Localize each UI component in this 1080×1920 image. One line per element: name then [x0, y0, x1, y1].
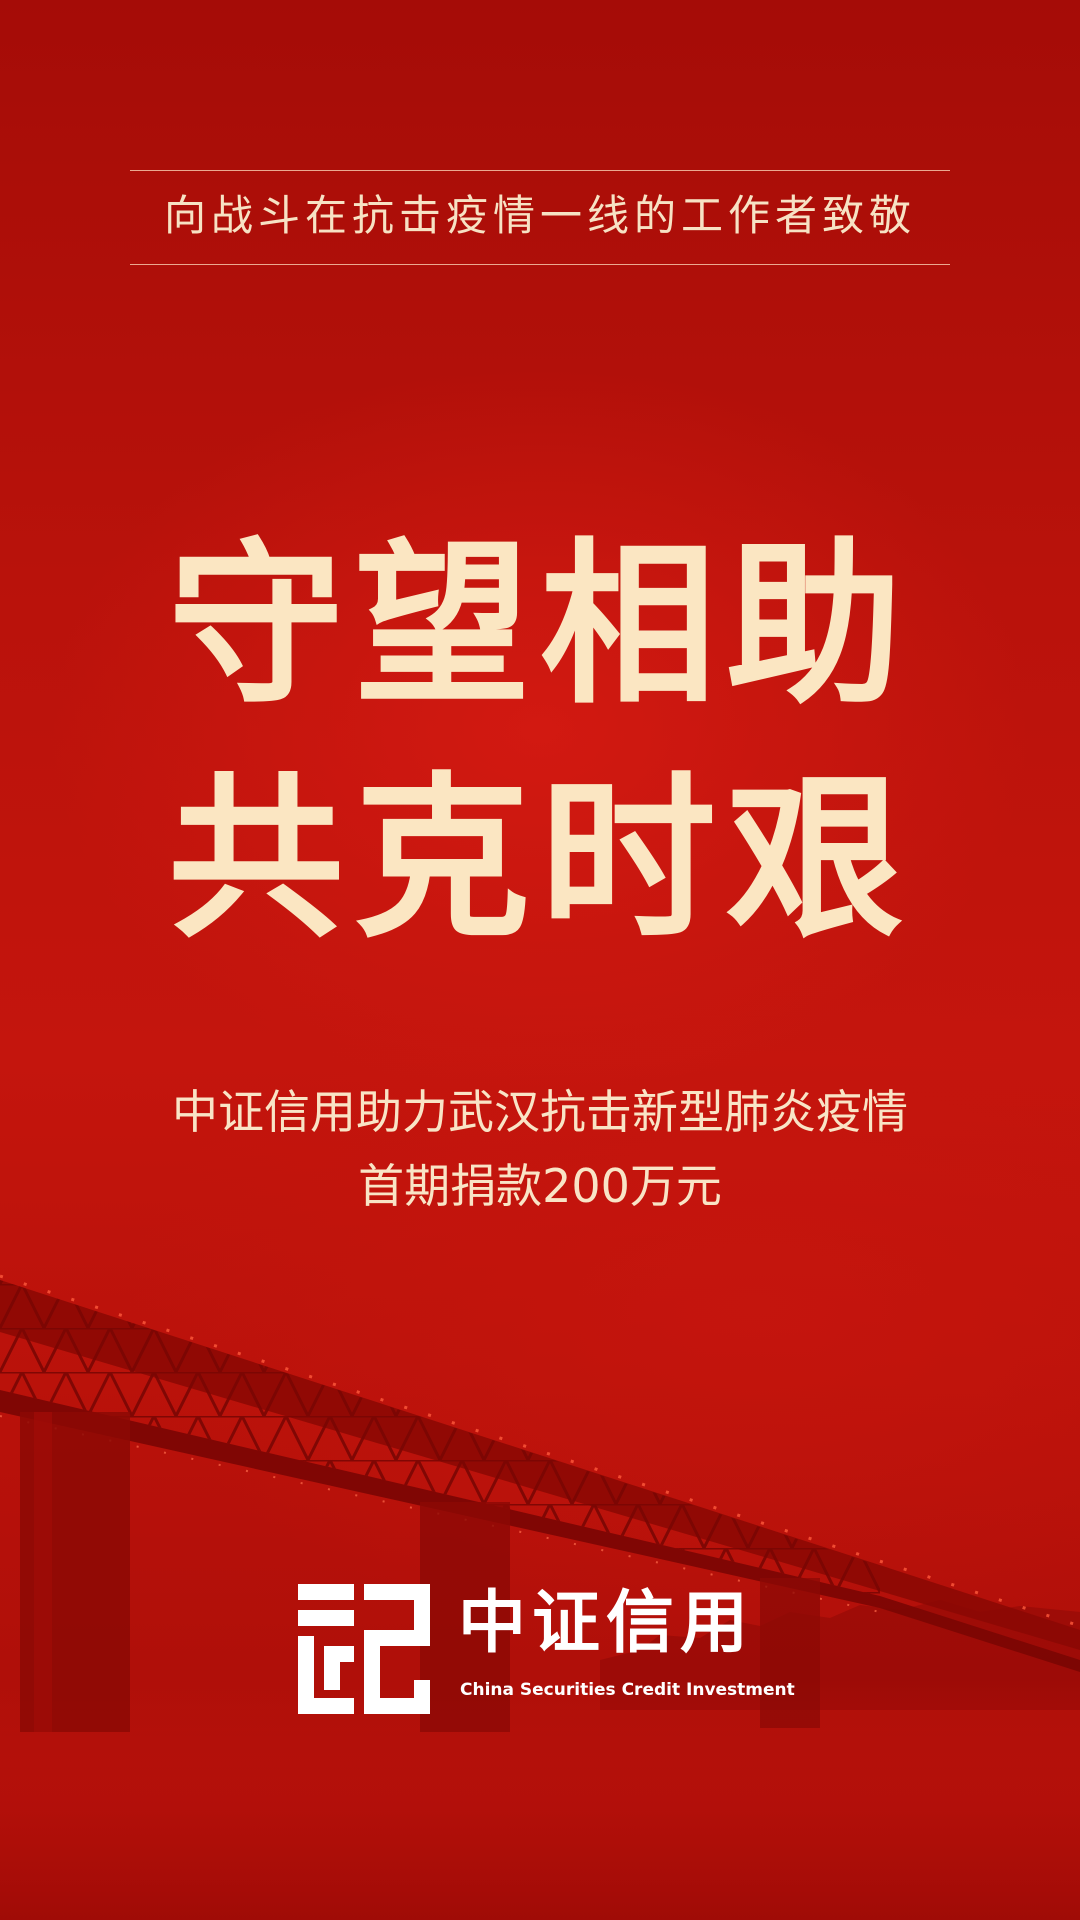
- brand-logo: 中证信用 China Securities Credit Investment: [298, 1584, 795, 1714]
- headline-line-2: 共克时艰: [167, 757, 912, 962]
- csci-logo-icon: [298, 1584, 430, 1714]
- subheadline-line-2: 首期捐款200万元: [358, 1159, 722, 1213]
- tagline-bottom-divider: [130, 264, 950, 265]
- brand-name-en: China Securities Credit Investment: [460, 1680, 795, 1700]
- tagline: 向战斗在抗击疫情一线的工作者致敬: [163, 191, 916, 240]
- bridge-silhouette-icon: [0, 1274, 1080, 1920]
- headline-line-1: 守望相助: [167, 523, 912, 728]
- subheadline-line-1: 中证信用助力武汉抗击新型肺炎疫情: [172, 1085, 908, 1139]
- tagline-top-divider: [130, 170, 950, 171]
- brand-name-cn: 中证信用: [458, 1584, 755, 1663]
